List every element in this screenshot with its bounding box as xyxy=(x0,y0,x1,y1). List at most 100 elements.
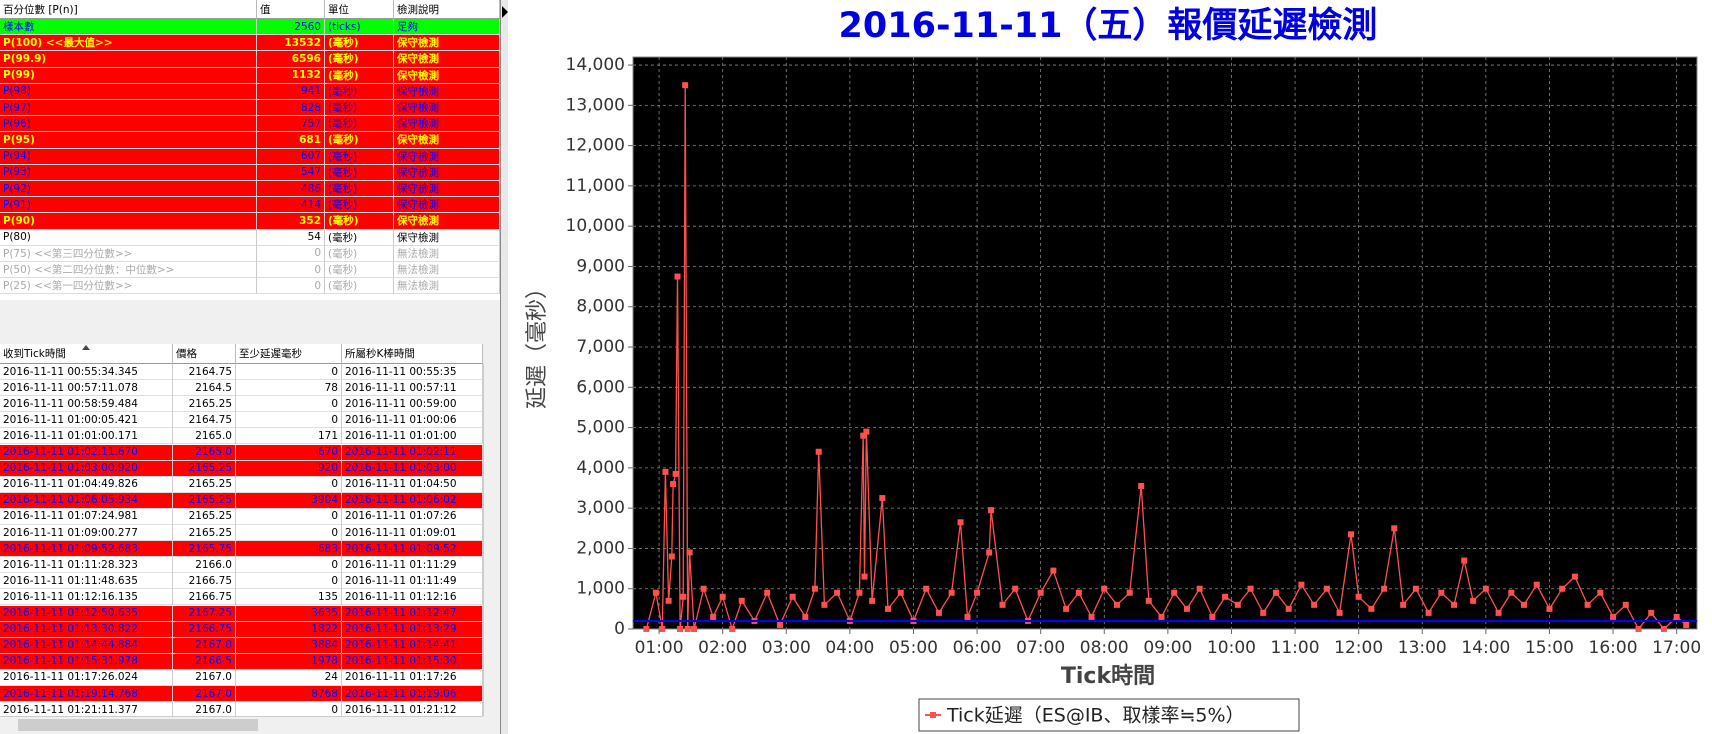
table-cell: (毫秒) xyxy=(325,181,394,198)
data-point xyxy=(1648,609,1655,616)
data-point xyxy=(1610,613,1617,620)
data-point xyxy=(729,626,736,632)
table-cell: 2016-11-11 01:04:50 xyxy=(342,476,483,493)
data-point xyxy=(1272,589,1279,596)
data-point xyxy=(674,273,681,280)
table-cell: 2016-11-11 01:21:11.377 xyxy=(0,702,173,716)
table-cell: 保守檢測 xyxy=(394,100,500,117)
data-point xyxy=(1260,609,1267,616)
table-cell: 2016-11-11 01:12:16 xyxy=(342,589,483,606)
table-cell: 2016-11-11 00:57:11.078 xyxy=(0,380,173,397)
data-point xyxy=(999,601,1006,608)
data-point xyxy=(1311,601,1318,608)
x-tick-label: 09:00 xyxy=(1143,638,1192,658)
y-tick-label: 12,000 xyxy=(566,136,625,156)
table-cell: P(100) <<最大值>> xyxy=(0,35,257,52)
percentile-table: 百分位數 [P(n)] 值單位 檢測說明 樣本數 2560 (ticks) 足夠 P(100)… xyxy=(0,0,500,300)
table-cell: 2016-11-11 01:11:49 xyxy=(342,573,483,590)
table-cell: 2165.25 xyxy=(173,476,236,493)
table-cell: 828 xyxy=(257,100,325,117)
splitter-arrow[interactable] xyxy=(501,4,509,24)
y-tick-label: 1,000 xyxy=(576,579,625,599)
table-cell: 2167.0 xyxy=(173,702,236,716)
table-cell: 670 xyxy=(236,444,342,461)
sort-arrow[interactable] xyxy=(82,345,90,351)
data-point xyxy=(672,470,679,477)
data-point xyxy=(1546,605,1553,612)
vertical-scrollbar[interactable] xyxy=(483,364,500,716)
chart-title: 2016-11-11（五）報價延遲檢測 xyxy=(839,5,1378,46)
data-point xyxy=(1247,585,1254,592)
data-point xyxy=(897,589,904,596)
table-cell: 135 xyxy=(236,589,342,606)
data-point xyxy=(1126,589,1133,596)
data-point xyxy=(1451,601,1458,608)
table-cell: 2016-11-11 01:12:50.635 xyxy=(0,605,173,622)
data-point xyxy=(738,597,745,604)
data-point xyxy=(802,613,809,620)
table-cell: P(50) <<第二四分位數：中位數>> xyxy=(0,262,257,279)
table-cell: 保守檢測 xyxy=(394,164,500,181)
data-point xyxy=(1391,525,1398,532)
data-point xyxy=(821,601,828,608)
table-cell: 2016-11-11 01:13:30.822 xyxy=(0,621,173,638)
table-cell: P(91) xyxy=(0,197,257,214)
table-cell: 0 xyxy=(257,262,325,279)
table-cell: 0 xyxy=(236,396,342,413)
table-cell: P(92) xyxy=(0,181,257,198)
y-tick-label: 2,000 xyxy=(576,538,625,558)
table-cell: 2166.5 xyxy=(173,653,236,670)
table-cell: 54 xyxy=(257,229,325,246)
table-cell: 樣本數 xyxy=(0,19,257,36)
table-cell: 2016-11-11 00:58:59.484 xyxy=(0,396,173,413)
x-tick-label: 02:00 xyxy=(698,638,747,658)
scroll-thumb[interactable] xyxy=(18,719,258,731)
table-cell: 無法檢測 xyxy=(394,245,500,262)
x-tick-label: 13:00 xyxy=(1398,638,1447,658)
data-point xyxy=(860,432,867,439)
data-point xyxy=(1673,613,1680,620)
x-tick-label: 06:00 xyxy=(953,638,1002,658)
data-line xyxy=(645,85,1687,632)
x-tick-label: 08:00 xyxy=(1080,638,1129,658)
table-cell: 2016-11-11 01:09:52 xyxy=(342,541,483,558)
x-tick-label: 04:00 xyxy=(825,638,874,658)
table-cell: (毫秒) xyxy=(325,116,394,133)
y-tick-label: 0 xyxy=(614,619,625,639)
table-cell: 24 xyxy=(236,669,342,686)
chart: 2016-11-11（五）報價延遲檢測 Tick時間 延遲（毫秒） 0 1,000… xyxy=(525,5,1701,732)
data-point xyxy=(659,626,666,632)
table-cell: 2167.0 xyxy=(173,686,236,703)
table-cell: (毫秒) xyxy=(325,245,394,262)
table-cell: 171 xyxy=(236,428,342,445)
data-point xyxy=(710,613,717,620)
table-cell: (毫秒) xyxy=(325,229,394,246)
splitter[interactable] xyxy=(501,0,508,734)
table-cell: 2016-11-11 01:11:29 xyxy=(342,557,483,574)
table-cell: 2016-11-11 01:17:26 xyxy=(342,669,483,686)
table-cell: 2016-11-11 01:02:11 xyxy=(342,444,483,461)
table-cell: 保守檢測 xyxy=(394,197,500,214)
data-point xyxy=(680,593,687,600)
data-point xyxy=(986,549,993,556)
table-cell: 2165.25 xyxy=(173,508,236,525)
table-cell: 941 xyxy=(257,83,325,100)
y-tick-label: 14,000 xyxy=(566,55,625,75)
horizontal-scrollbar[interactable] xyxy=(0,716,483,734)
data-point xyxy=(1037,589,1044,596)
table-cell: P(80) xyxy=(0,229,257,246)
column-header: 值 xyxy=(257,0,325,19)
data-point xyxy=(665,597,672,604)
table-cell: 2016-11-11 01:03:00.920 xyxy=(0,460,173,477)
table-cell: 2016-11-11 00:55:34.345 xyxy=(0,364,173,381)
data-point xyxy=(670,480,677,487)
table-cell: 3635 xyxy=(236,605,342,622)
table-cell: 1978 xyxy=(236,653,342,670)
table-cell: 0 xyxy=(236,573,342,590)
data-point xyxy=(1461,557,1468,564)
table-cell: 保守檢測 xyxy=(394,148,500,165)
table-cell: 2016-11-11 01:11:48.635 xyxy=(0,573,173,590)
table-cell: 2164.75 xyxy=(173,412,236,429)
table-cell: 1822 xyxy=(236,621,342,638)
legend-box xyxy=(918,698,1300,732)
